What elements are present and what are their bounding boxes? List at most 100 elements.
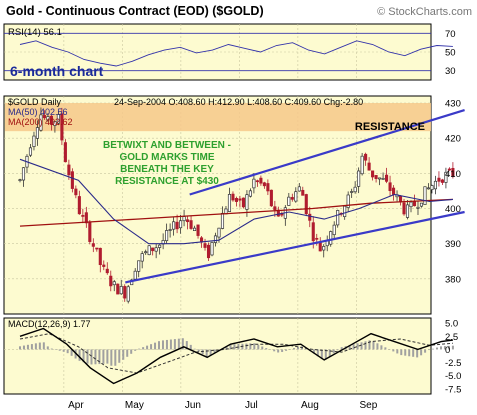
candle-body: [343, 205, 347, 217]
candle-body: [234, 198, 239, 202]
macd-label: MACD(12,26,9) 1.77: [8, 319, 91, 329]
annotation-line-3: BENEATH THE KEY: [120, 164, 214, 175]
channel-upper-line: [189, 109, 465, 196]
candle-body: [105, 268, 109, 274]
candle-body: [60, 113, 64, 141]
candle-body: [360, 155, 364, 175]
macd-tick-label: 2.5: [445, 332, 458, 343]
candle-body: [119, 286, 123, 295]
candle-body: [371, 170, 375, 178]
watermark: © StockCharts.com: [377, 6, 472, 18]
macd-histogram-bar: [293, 348, 296, 350]
candle-body: [294, 191, 298, 202]
macd-line: [19, 327, 453, 385]
macd-tick-label: -7.5: [445, 384, 461, 395]
macd-histogram-bar: [424, 349, 427, 353]
candle-body: [137, 260, 141, 272]
candle-body: [262, 182, 266, 187]
macd-histogram-bar: [185, 341, 188, 350]
candle-body: [147, 245, 151, 256]
price-tick-label: 430: [445, 99, 461, 110]
macd-histogram-bar: [356, 343, 359, 350]
macd-histogram-bar: [154, 342, 157, 350]
macd-histogram-bar: [289, 349, 292, 350]
macd-histogram-bar: [82, 349, 85, 363]
candle-body: [430, 185, 434, 190]
candle-body: [151, 247, 155, 252]
macd-histogram-bar: [388, 349, 391, 350]
candle-body: [133, 270, 137, 280]
macd-histogram-bar: [316, 349, 319, 357]
macd-histogram-bar: [138, 348, 141, 350]
macd-histogram-bar: [46, 346, 49, 350]
macd-histogram-bar: [126, 349, 129, 357]
candle-body: [248, 190, 252, 197]
macd-histogram-bar: [86, 349, 89, 364]
candle-body: [308, 213, 312, 221]
candle-body: [39, 114, 43, 131]
candle-body: [315, 237, 319, 240]
candle-body: [385, 174, 389, 182]
candle-body: [18, 179, 22, 181]
candle-body: [32, 135, 36, 147]
candle-body: [144, 251, 148, 254]
candle-body: [259, 177, 263, 184]
candle-body: [91, 243, 95, 247]
candle-body: [77, 196, 81, 215]
macd-histogram-bar: [332, 349, 335, 354]
macd-histogram-bar: [352, 344, 355, 350]
candle-body: [49, 115, 53, 125]
macd-histogram-bar: [408, 349, 411, 357]
macd-histogram-bar: [150, 344, 153, 350]
candle-body: [231, 193, 235, 201]
candle-body: [433, 180, 437, 190]
price-tick-label: 380: [445, 274, 461, 285]
macd-histogram-bar: [368, 340, 371, 350]
macd-histogram-bar: [376, 343, 379, 350]
macd-histogram-bar: [253, 343, 256, 350]
macd-histogram-bar: [110, 349, 113, 366]
candle-body: [437, 177, 441, 182]
macd-histogram-bar: [22, 345, 25, 350]
candle-body: [357, 170, 361, 187]
annotation-line-1: BETWIXT AND BETWEEN -: [103, 140, 231, 151]
macd-histogram-bar: [447, 345, 450, 350]
macd-histogram-bar: [416, 349, 419, 358]
resistance-band: [5, 103, 431, 132]
macd-histogram-bar: [233, 344, 236, 350]
candle-body: [269, 189, 273, 207]
macd-histogram-bar: [432, 348, 435, 350]
macd-histogram-bar: [420, 349, 423, 356]
candle-body: [74, 188, 78, 196]
x-tick-label: Sep: [359, 400, 377, 411]
candle-body: [318, 241, 322, 252]
annotation-line-2: GOLD MARKS TIME: [120, 152, 215, 163]
macd-histogram-bar: [118, 349, 121, 363]
macd-histogram-bar: [245, 343, 248, 350]
candle-body: [266, 183, 270, 192]
macd-histogram-bar: [173, 339, 176, 350]
price-panel: [3, 95, 432, 315]
ma50-label: MA(50) 402.56: [8, 107, 68, 117]
candle-body: [196, 224, 200, 236]
macd-histogram-bar: [134, 349, 137, 351]
macd-histogram-bar: [38, 342, 41, 350]
macd-histogram-bar: [90, 349, 93, 365]
macd-histogram-bar: [50, 348, 53, 350]
macd-histogram-bar: [372, 341, 375, 350]
macd-histogram-bar: [384, 347, 387, 350]
candle-body: [402, 202, 406, 215]
macd-histogram-bar: [130, 349, 133, 354]
candle-body: [95, 247, 99, 250]
candle-body: [63, 142, 67, 163]
candle-body: [186, 219, 190, 223]
candle-body: [81, 215, 85, 217]
candle-body: [168, 229, 172, 231]
macd-histogram-bar: [62, 349, 65, 352]
ma200-label: MA(200) 402.62: [8, 117, 73, 127]
macd-histogram-bar: [340, 347, 343, 350]
rsi-line: [19, 40, 453, 67]
macd-histogram-bar: [265, 348, 268, 350]
macd-histogram-bar: [177, 338, 180, 350]
macd-histogram-bar: [404, 349, 407, 356]
